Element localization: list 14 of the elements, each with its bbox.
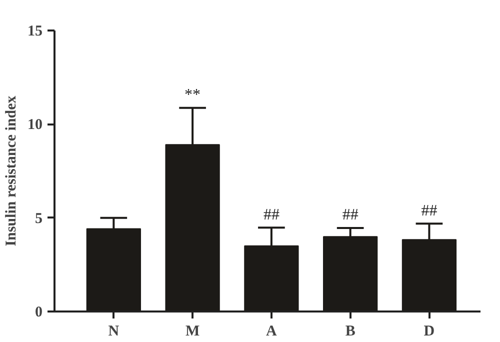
x-tick-label: D [424, 324, 435, 340]
annotation: ## [421, 202, 438, 220]
x-tick-label: B [345, 324, 356, 340]
y-tick-label: 15 [28, 24, 42, 40]
y-tick-label: 5 [35, 210, 42, 227]
x-tick-label: A [266, 324, 278, 340]
annotation: ** [184, 86, 201, 104]
x-tick-label: N [108, 324, 120, 340]
y-axis-title: Insulin resistance index [4, 95, 20, 246]
annotation: ## [263, 206, 280, 224]
annotation: ## [342, 206, 358, 224]
y-tick-label: 10 [28, 117, 42, 134]
y-tick-label: 0 [35, 304, 42, 320]
x-tick-label: M [185, 324, 200, 340]
